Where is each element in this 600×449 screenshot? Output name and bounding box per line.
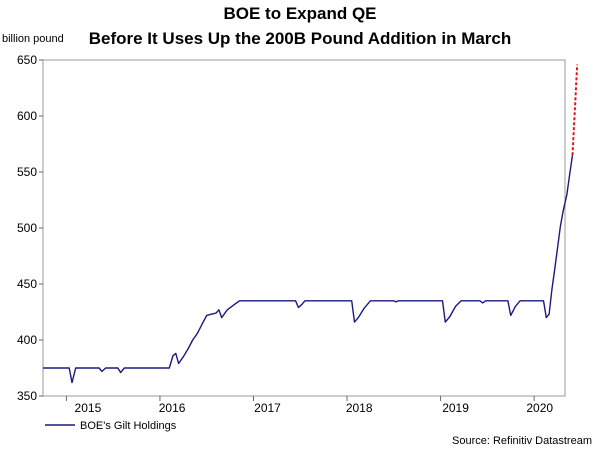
x-tick-label: 2018 — [346, 401, 373, 415]
series-layer — [43, 64, 579, 384]
y-tick-label: 350 — [17, 389, 37, 403]
chart-subtitle: Before It Uses Up the 200B Pound Additio… — [89, 29, 512, 48]
y-tick-label: 600 — [17, 109, 37, 123]
x-tick-label: 2017 — [254, 401, 281, 415]
chart-title: BOE to Expand QE — [223, 4, 376, 23]
y-tick-label: 500 — [17, 221, 37, 235]
y-tick-label: 400 — [17, 333, 37, 347]
legend: BOE's Gilt Holdings — [45, 420, 177, 432]
x-tick-label: 2019 — [442, 401, 469, 415]
series-line-1 — [571, 64, 579, 156]
y-tick-label: 550 — [17, 165, 37, 179]
x-tick-label: 2015 — [75, 401, 102, 415]
y-tick-label: 450 — [17, 277, 37, 291]
y-tick-label: 650 — [17, 53, 37, 67]
y-axis: 350 400 450 500 550 600 650 — [17, 53, 43, 403]
series-line-0 — [43, 155, 574, 384]
source-note: Source: Refinitiv Datastream — [452, 435, 592, 447]
plot-frame — [42, 59, 566, 397]
x-axis: 2015 2016 2017 2018 2019 2020 — [65, 396, 553, 415]
y-axis-label: billion pound — [2, 33, 64, 45]
x-tick-label: 2016 — [159, 401, 186, 415]
x-tick-label: 2020 — [526, 401, 553, 415]
legend-label-gilt-holdings: BOE's Gilt Holdings — [80, 420, 177, 432]
